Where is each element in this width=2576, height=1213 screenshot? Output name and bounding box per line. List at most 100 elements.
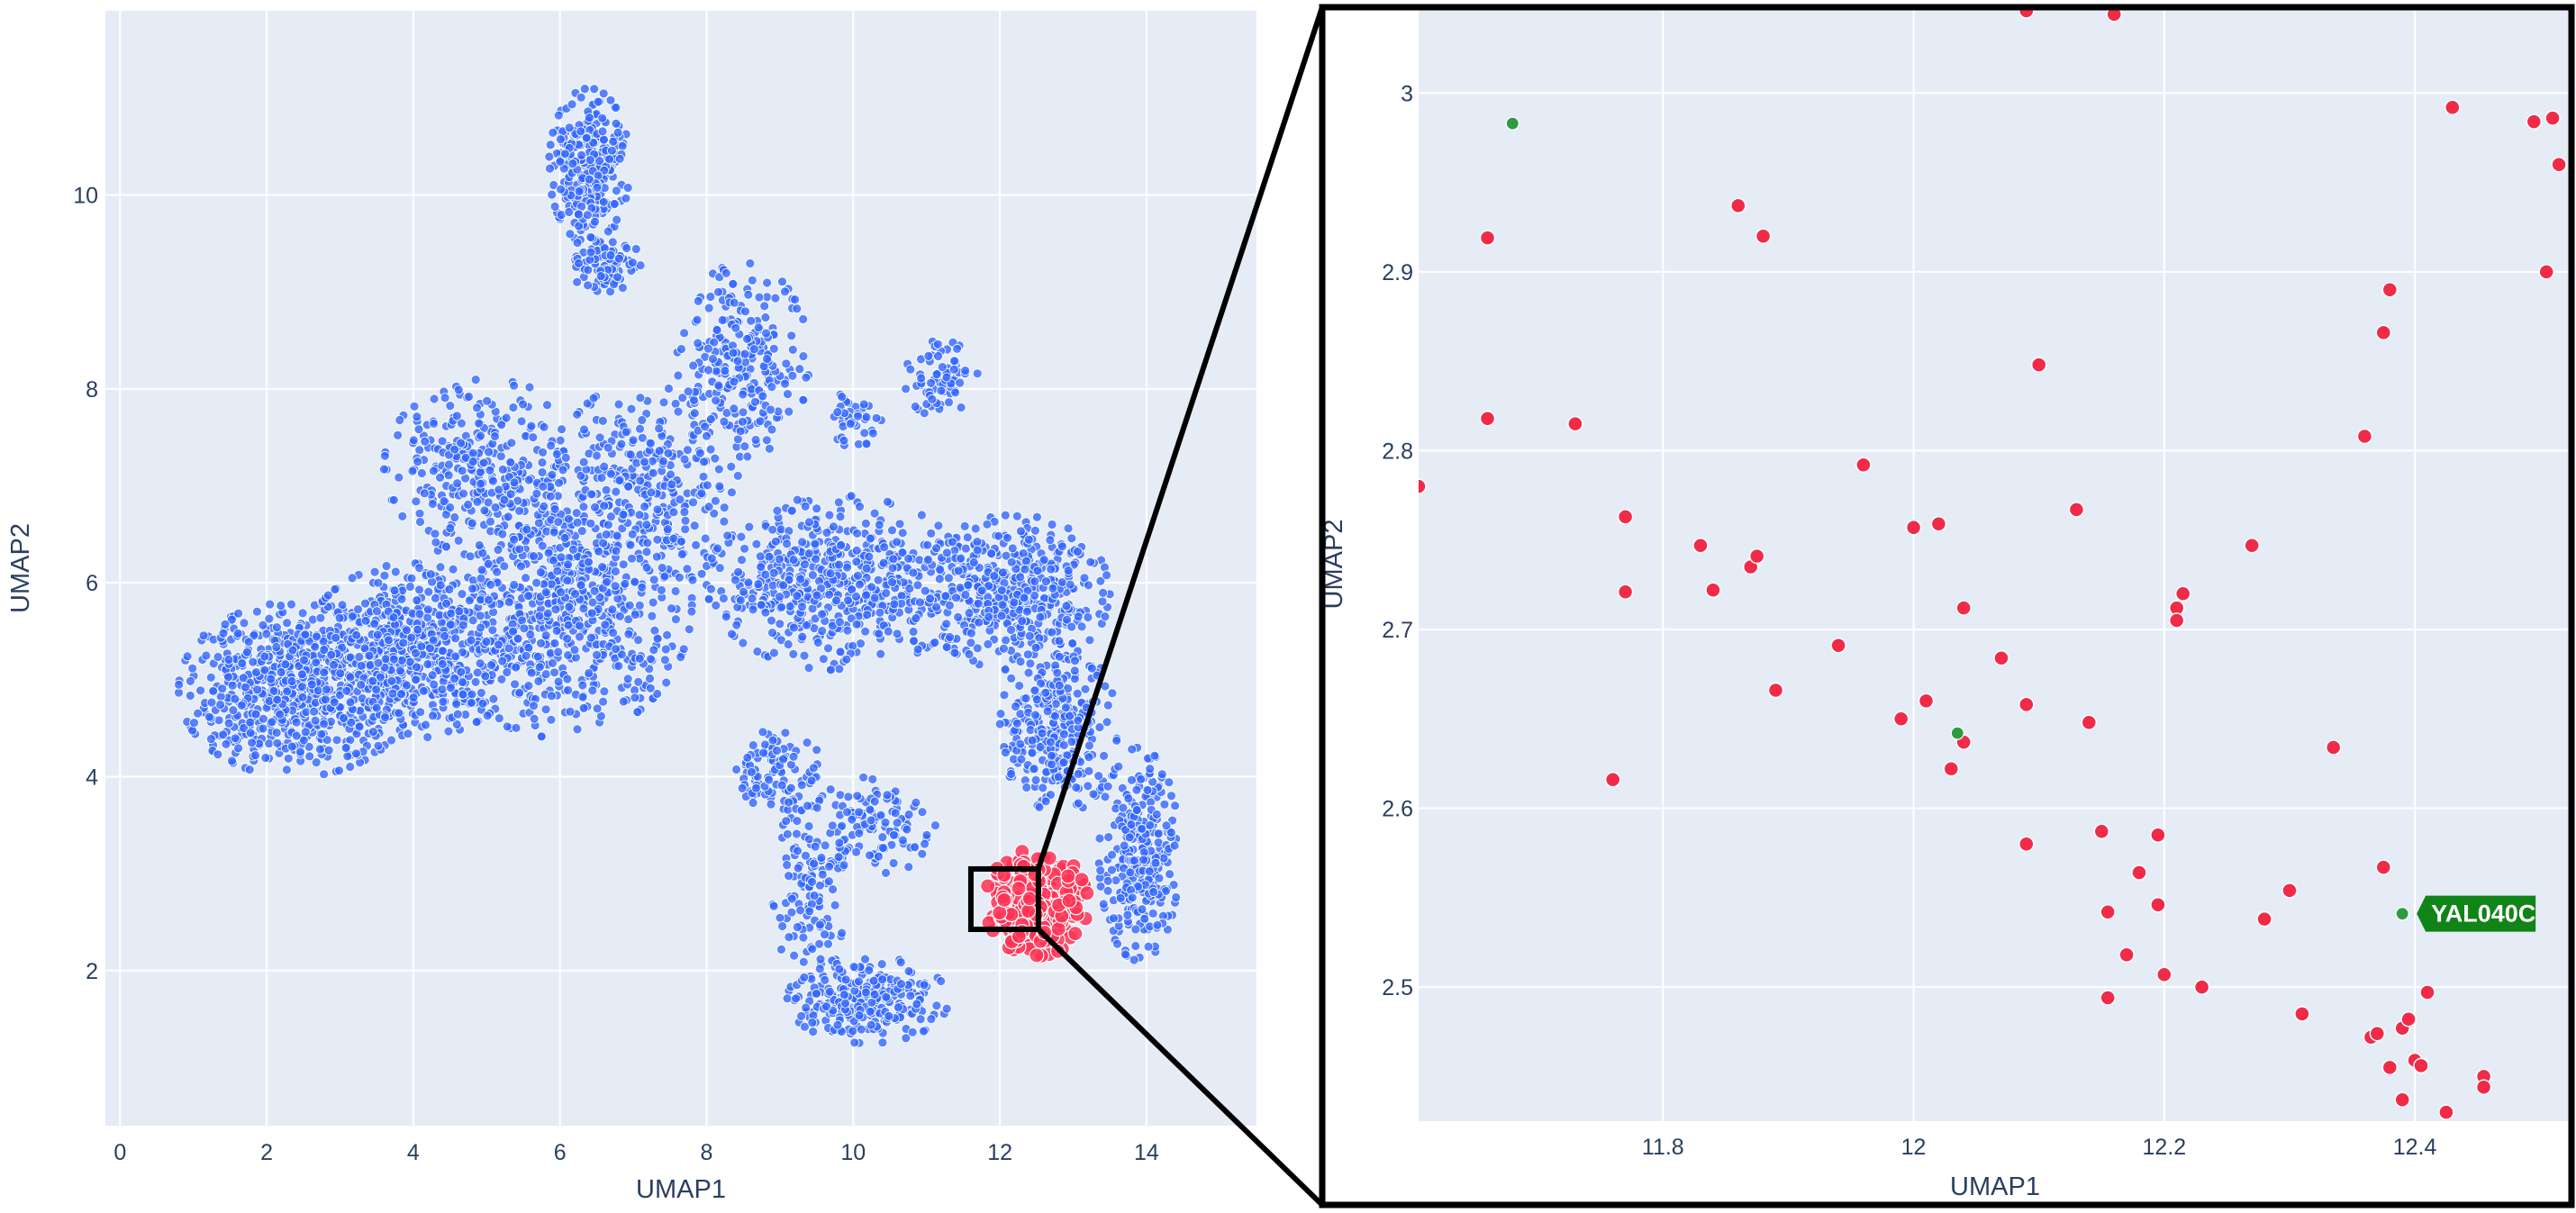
gene-point (572, 238, 583, 249)
gene-point (247, 738, 258, 748)
gene-point (1098, 588, 1108, 598)
gene-point (546, 714, 557, 725)
gene-point (641, 547, 652, 557)
gene-point (615, 611, 625, 621)
gene-point (750, 396, 760, 407)
gene-point (245, 717, 256, 728)
gene-point (1006, 625, 1016, 635)
gene-point (624, 600, 635, 611)
gene-point (575, 631, 585, 642)
gene-point (510, 679, 520, 690)
gene-point (579, 84, 590, 94)
gene-point (606, 511, 616, 521)
gene-point (458, 689, 468, 700)
gene-point (1057, 541, 1067, 552)
gene-point (1029, 685, 1040, 696)
gene-point (585, 247, 596, 258)
gene-point (218, 628, 229, 638)
gene-point (999, 690, 1010, 701)
gene-point (862, 610, 873, 620)
gene-point (440, 393, 450, 403)
gene-point (484, 447, 494, 457)
gene-point (625, 449, 636, 460)
gene-point (563, 513, 574, 524)
gene-point (1100, 792, 1111, 802)
gene-point (373, 577, 384, 588)
gene-point (543, 548, 554, 558)
gene-point (598, 538, 609, 548)
gene-point (775, 554, 785, 565)
gene-point (415, 707, 426, 718)
gene-point (1027, 747, 1038, 758)
gene-point (784, 406, 794, 417)
gene-point (812, 590, 822, 601)
gene-point (612, 127, 623, 138)
gene-point (1030, 525, 1040, 536)
gene-point (610, 581, 621, 592)
gene-point (762, 354, 772, 365)
gene-point (589, 586, 600, 596)
gene-point (607, 604, 618, 615)
gene-point (766, 404, 776, 415)
gene-point (477, 698, 488, 709)
gene-point (576, 92, 586, 103)
gene-point (1142, 785, 1153, 795)
gene-point (797, 631, 808, 642)
gene-point (679, 454, 690, 465)
gene-point (651, 551, 662, 562)
gene-point (236, 701, 247, 711)
gene-point (482, 395, 492, 406)
gene-point (1020, 693, 1031, 703)
gene-point (449, 512, 460, 522)
gene-point (213, 715, 224, 726)
gene-point (903, 554, 913, 564)
gene-point (583, 210, 593, 221)
gene-point (702, 430, 712, 441)
gene-point (564, 207, 575, 217)
gene-point (1015, 572, 1026, 583)
gene-point (244, 765, 255, 774)
gene-point (316, 729, 327, 739)
gene-point (220, 620, 231, 629)
gene-point (989, 571, 1000, 581)
gene-point (502, 721, 512, 732)
gene-point (493, 545, 503, 555)
gene-point (948, 537, 957, 548)
gene-point (549, 201, 560, 212)
gene-point (825, 568, 836, 579)
gene-point (271, 622, 282, 632)
gene-point (803, 663, 814, 673)
gene-point (722, 530, 733, 541)
gene-point (185, 691, 195, 701)
gene-point (972, 545, 983, 556)
gene-point (1006, 674, 1017, 683)
gene-point (625, 539, 636, 550)
gene-point (1084, 580, 1093, 591)
gene-point (960, 590, 971, 600)
gene-point (618, 559, 629, 570)
gene-point (1098, 899, 1109, 910)
gene-point (574, 258, 584, 268)
gene-point (1169, 840, 1180, 851)
gene-point (652, 504, 663, 515)
gene-point (738, 416, 748, 427)
gene-point (562, 575, 573, 586)
gene-point (703, 480, 712, 491)
gene-point (414, 609, 425, 620)
gene-point (1035, 742, 1046, 752)
gene-point (458, 677, 467, 687)
gene-point (605, 250, 616, 260)
gene-point (457, 589, 467, 599)
gene-point (364, 650, 375, 661)
gene-point (970, 523, 981, 534)
gene-point (1124, 832, 1135, 843)
gene-point (1039, 555, 1049, 565)
gene-point (340, 743, 351, 753)
gene-point (297, 608, 308, 619)
gene-point (354, 721, 365, 732)
gene-point (934, 574, 945, 584)
gene-point (917, 510, 927, 521)
gene-point (738, 638, 748, 648)
gene-point (465, 595, 475, 606)
